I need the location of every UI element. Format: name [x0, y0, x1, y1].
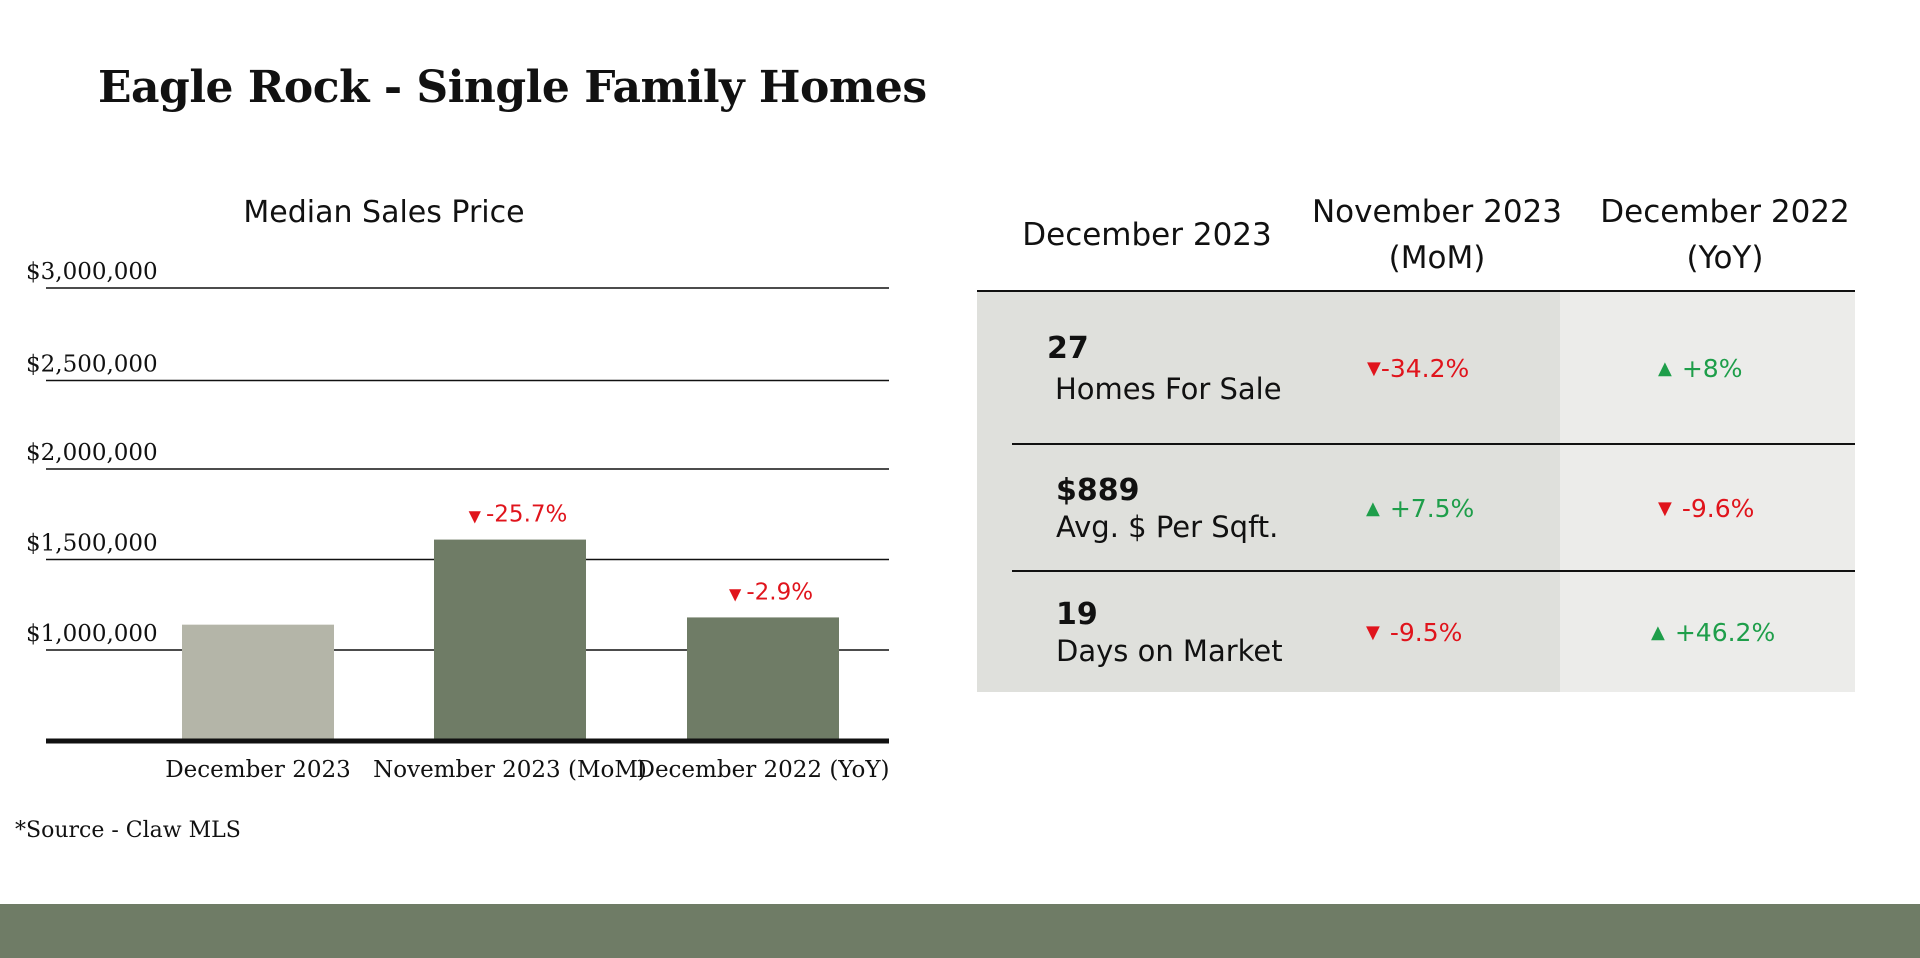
x-category-label: December 2022 (YoY)	[637, 757, 890, 783]
mom-change-value: -9.5%	[1389, 617, 1463, 647]
y-tick-label: $3,000,000	[26, 259, 158, 285]
trend-down-icon: ▼	[1367, 357, 1381, 379]
metric-cell: 27 Homes For Sale	[1047, 331, 1282, 406]
page-title: Eagle Rock - Single Family Homes	[98, 62, 927, 113]
source-note: *Source - Claw MLS	[15, 818, 241, 843]
bar-annotations: ▼ -25.7%▼ -2.9%	[469, 502, 813, 606]
market-stats-table: December 2023 November 2023 (MoM) Decemb…	[977, 180, 1855, 692]
header-yoy: December 2022 (YoY)	[1555, 180, 1895, 290]
bar-change-label: ▼ -25.7%	[469, 502, 568, 528]
trend-down-icon: ▼	[1658, 497, 1672, 519]
mom-change: ▼ -34.2%	[1367, 354, 1469, 383]
yoy-change-value: +46.2%	[1674, 617, 1776, 647]
trend-up-icon: ▲	[1366, 497, 1380, 519]
table-row: $889 Avg. $ Per Sqft. ▲ +7.5% ▼ -9.6%	[977, 445, 1855, 571]
header-current: December 2023	[977, 180, 1317, 290]
footer-band	[0, 904, 1920, 958]
bar-change-label: ▼ -2.9%	[729, 579, 813, 605]
row-divider	[1012, 570, 1855, 572]
header-mom-line2: (MoM)	[1388, 240, 1486, 276]
chart-title: Median Sales Price	[243, 195, 524, 230]
trend-down-icon: ▼	[729, 584, 746, 603]
table-row: 19 Days on Market ▼ -9.5% ▲ +46.2%	[977, 572, 1855, 692]
y-axis-ticks: $3,000,000 $2,500,000 $2,000,000 $1,500,000…	[26, 259, 158, 647]
row-divider	[1012, 443, 1855, 445]
y-tick-label: $2,500,000	[26, 352, 158, 378]
x-category-label: November 2023 (MoM)	[373, 757, 647, 783]
header-yoy-line2: (YoY)	[1686, 240, 1764, 276]
header-mom-line1: November 2023	[1311, 193, 1562, 230]
metric-label: Avg. $ Per Sqft.	[1056, 509, 1279, 544]
metric-label: Days on Market	[1056, 633, 1283, 668]
mom-change-value: +7.5%	[1389, 493, 1475, 523]
x-axis-categories: December 2023 November 2023 (MoM)December…	[165, 757, 889, 783]
column-bg-current	[977, 292, 1314, 692]
trend-down-icon: ▼	[1366, 621, 1380, 643]
bar-change-value: -2.9%	[746, 579, 813, 605]
bar	[434, 539, 586, 741]
y-tick-label: $2,000,000	[26, 440, 158, 466]
trend-up-icon: ▲	[1651, 621, 1665, 643]
y-tick-label: $1,000,000	[26, 621, 158, 647]
trend-up-icon: ▲	[1658, 357, 1672, 379]
yoy-change-value: -9.6%	[1681, 493, 1755, 523]
bar	[687, 617, 839, 741]
metric-value: 27	[1047, 330, 1089, 366]
metric-value: 19	[1056, 596, 1098, 632]
x-category-label: December 2023	[165, 757, 351, 783]
mom-change-value: -34.2%	[1380, 353, 1470, 383]
y-tick-label: $1,500,000	[26, 531, 158, 557]
yoy-change: ▼ -9.6%	[1658, 494, 1754, 523]
header-current-label: December 2023	[1022, 216, 1272, 253]
median-sales-price-chart: Median Sales Price $3,000,000$2,500,000$…	[26, 195, 890, 783]
column-bg-mom	[1314, 292, 1560, 692]
mom-change: ▲ +7.5%	[1366, 494, 1474, 523]
yoy-change-value: +8%	[1681, 353, 1743, 383]
metric-value: $889	[1056, 472, 1140, 508]
yoy-change: ▲ +46.2%	[1651, 618, 1775, 647]
bar-change-value: -25.7%	[486, 502, 567, 528]
yoy-change: ▲ +8%	[1658, 354, 1742, 383]
table-row: 27 Homes For Sale ▼ -34.2% ▲ +8%	[977, 292, 1855, 444]
header-mom: November 2023 (MoM)	[1267, 180, 1607, 290]
chart-bars	[182, 539, 839, 741]
metric-cell: 19 Days on Market	[1056, 597, 1283, 668]
mom-change: ▼ -9.5%	[1366, 618, 1462, 647]
column-bg-yoy	[1560, 292, 1855, 692]
metric-cell: $889 Avg. $ Per Sqft.	[1056, 473, 1278, 544]
trend-down-icon: ▼	[469, 507, 486, 526]
metric-label: Homes For Sale	[1055, 371, 1282, 406]
header-divider	[977, 290, 1855, 292]
bar	[182, 624, 334, 741]
header-yoy-line1: December 2022	[1600, 193, 1850, 230]
